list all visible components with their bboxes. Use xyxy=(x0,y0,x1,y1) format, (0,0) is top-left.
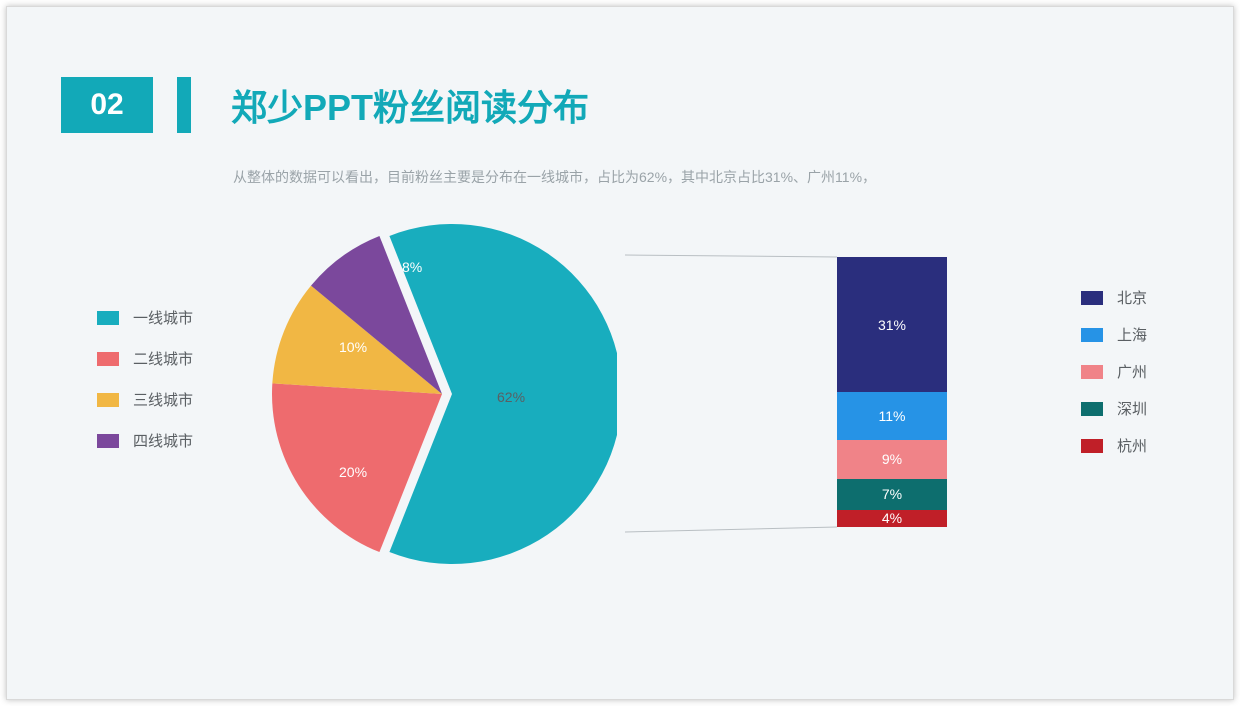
bar-segment: 11% xyxy=(837,392,947,440)
legend-label: 二线城市 xyxy=(133,348,193,369)
bar-segment: 7% xyxy=(837,479,947,509)
connector-lines xyxy=(97,237,1157,597)
stacked-bar: 31% 11% 9% 7% 4% xyxy=(837,257,947,527)
chart-area: 一线城市二线城市三线城市四线城市 62% 20% 10% 8% 31% 11% 9% 7% 4… xyxy=(97,237,1157,597)
legend-right-item: 广州 xyxy=(1081,361,1147,382)
bar-segment-label: 9% xyxy=(882,451,902,467)
slide-number-badge: 02 xyxy=(61,77,153,133)
legend-label: 上海 xyxy=(1117,324,1147,345)
legend-swatch xyxy=(1081,402,1103,416)
connector-line xyxy=(625,255,837,257)
bar-segment: 4% xyxy=(837,510,947,527)
legend-label: 三线城市 xyxy=(133,389,193,410)
legend-city-tier: 一线城市二线城市三线城市四线城市 xyxy=(97,307,193,471)
legend-swatch xyxy=(97,311,119,325)
legend-right-item: 深圳 xyxy=(1081,398,1147,419)
pie-slice-label: 10% xyxy=(339,339,367,355)
legend-right-item: 北京 xyxy=(1081,287,1147,308)
legend-right-item: 上海 xyxy=(1081,324,1147,345)
slide-header: 02 郑少PPT粉丝阅读分布 xyxy=(61,77,589,133)
bar-segment: 31% xyxy=(837,257,947,392)
pie-slice-label: 20% xyxy=(339,464,367,480)
legend-cities: 北京上海广州深圳杭州 xyxy=(1081,287,1147,472)
legend-left-item: 一线城市 xyxy=(97,307,193,328)
connector-line xyxy=(625,527,837,532)
legend-left-item: 二线城市 xyxy=(97,348,193,369)
pie-chart: 62% 20% 10% 8% xyxy=(267,219,617,569)
bar-segment-label: 4% xyxy=(882,510,902,526)
legend-swatch xyxy=(1081,439,1103,453)
bar-segment: 9% xyxy=(837,440,947,479)
legend-swatch xyxy=(97,393,119,407)
legend-label: 一线城市 xyxy=(133,307,193,328)
legend-label: 北京 xyxy=(1117,287,1147,308)
legend-label: 广州 xyxy=(1117,361,1147,382)
accent-bar xyxy=(177,77,191,133)
slide-subtitle: 从整体的数据可以看出，目前粉丝主要是分布在一线城市，占比为62%，其中北京占比3… xyxy=(233,167,876,187)
legend-swatch xyxy=(97,352,119,366)
slide-title: 郑少PPT粉丝阅读分布 xyxy=(231,79,589,131)
legend-swatch xyxy=(1081,291,1103,305)
legend-left-item: 三线城市 xyxy=(97,389,193,410)
legend-swatch xyxy=(1081,328,1103,342)
legend-left-item: 四线城市 xyxy=(97,430,193,451)
legend-swatch xyxy=(97,434,119,448)
bar-segment-label: 7% xyxy=(882,486,902,502)
pie-svg xyxy=(267,219,617,569)
legend-right-item: 杭州 xyxy=(1081,435,1147,456)
bar-segment-label: 31% xyxy=(878,317,906,333)
pie-slice-label: 62% xyxy=(497,389,525,405)
slide: 02 郑少PPT粉丝阅读分布 从整体的数据可以看出，目前粉丝主要是分布在一线城市… xyxy=(6,6,1234,700)
pie-slice-label: 8% xyxy=(402,259,422,275)
bar-segment-label: 11% xyxy=(879,408,906,424)
legend-swatch xyxy=(1081,365,1103,379)
legend-label: 杭州 xyxy=(1117,435,1147,456)
legend-label: 四线城市 xyxy=(133,430,193,451)
legend-label: 深圳 xyxy=(1117,398,1147,419)
